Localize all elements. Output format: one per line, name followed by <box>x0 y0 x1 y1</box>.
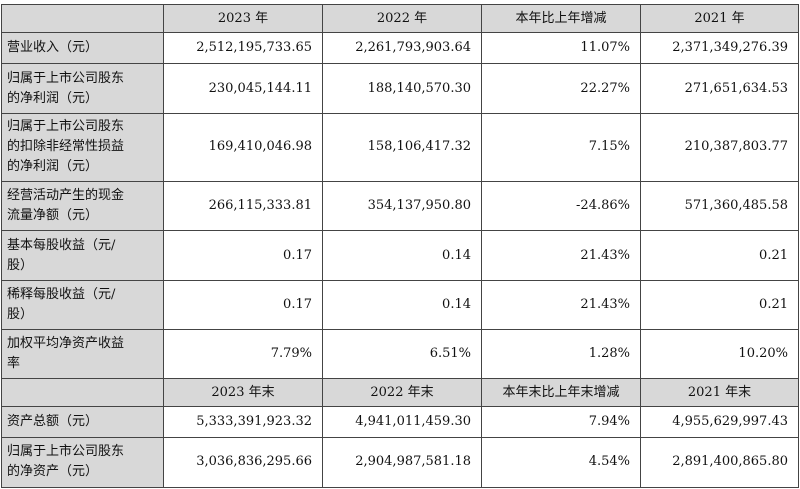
cell-change: 4.54% <box>481 436 641 489</box>
cell-2022: 4,941,011,459.30 <box>322 406 482 438</box>
cell-2023: 3,036,836,295.66 <box>163 436 323 489</box>
cell-2021: 271,651,634.53 <box>640 63 799 114</box>
cell-change: 1.28% <box>481 328 641 380</box>
cell-2022: 0.14 <box>322 279 482 330</box>
cell-2022: 158,106,417.32 <box>322 112 482 183</box>
cell-2021: 2,891,400,865.80 <box>640 436 799 489</box>
header-change: 本年比上年增减 <box>481 3 641 34</box>
cell-2023: 2,512,195,733.65 <box>163 32 323 65</box>
table-row: 经营活动产生的现金 流量净额（元） 266,115,333.81 354,137,… <box>1 181 799 232</box>
row-label: 资产总额（元） <box>1 406 164 438</box>
cell-2023: 266,115,333.81 <box>163 181 323 232</box>
header-row-annual: 2023 年 2022 年 本年比上年增减 2021 年 <box>1 3 799 34</box>
row-label: 归属于上市公司股东 的扣除非经常性损益 的净利润（元） <box>1 112 164 183</box>
cell-2022: 6.51% <box>322 328 482 380</box>
cell-2021: 2,371,349,276.39 <box>640 32 799 65</box>
header-corner <box>1 3 164 34</box>
row-label: 经营活动产生的现金 流量净额（元） <box>1 181 164 232</box>
header-2023-end: 2023 年末 <box>163 378 323 408</box>
table-row: 归属于上市公司股东 的净利润（元） 230,045,144.11 188,140,… <box>1 63 799 114</box>
cell-2022: 188,140,570.30 <box>322 63 482 114</box>
cell-2022: 2,261,793,903.64 <box>322 32 482 65</box>
cell-2023: 7.79% <box>163 328 323 380</box>
header-2022-end: 2022 年末 <box>322 378 482 408</box>
header-2023: 2023 年 <box>163 3 323 34</box>
table-row: 稀释每股收益（元/股） 0.17 0.14 21.43% 0.21 <box>1 279 799 330</box>
cell-change: 7.94% <box>481 406 641 438</box>
cell-2022: 354,137,950.80 <box>322 181 482 232</box>
header-2021-end: 2021 年末 <box>640 378 799 408</box>
cell-change: 22.27% <box>481 63 641 114</box>
cell-2023: 0.17 <box>163 279 323 330</box>
cell-change: 21.43% <box>481 279 641 330</box>
header-corner <box>1 378 164 408</box>
financial-table: 2023 年 2022 年 本年比上年增减 2021 年 营业收入（元） 2,5… <box>1 3 799 489</box>
table-row: 归属于上市公司股东 的净资产（元） 3,036,836,295.66 2,904,… <box>1 436 799 489</box>
cell-2023: 230,045,144.11 <box>163 63 323 114</box>
header-change-end: 本年末比上年末增减 <box>481 378 641 408</box>
header-row-year-end: 2023 年末 2022 年末 本年末比上年末增减 2021 年末 <box>1 378 799 408</box>
header-2021: 2021 年 <box>640 3 799 34</box>
cell-change: 11.07% <box>481 32 641 65</box>
table-row: 基本每股收益（元/股） 0.17 0.14 21.43% 0.21 <box>1 230 799 281</box>
cell-change: 21.43% <box>481 230 641 281</box>
cell-2021: 4,955,629,997.43 <box>640 406 799 438</box>
cell-2022: 0.14 <box>322 230 482 281</box>
cell-2021: 571,360,485.58 <box>640 181 799 232</box>
row-label: 归属于上市公司股东 的净资产（元） <box>1 436 164 489</box>
cell-2023: 5,333,391,923.32 <box>163 406 323 438</box>
table-row: 资产总额（元） 5,333,391,923.32 4,941,011,459.3… <box>1 406 799 438</box>
table-row: 营业收入（元） 2,512,195,733.65 2,261,793,903.6… <box>1 32 799 65</box>
row-label: 基本每股收益（元/股） <box>1 230 164 281</box>
table-row: 归属于上市公司股东 的扣除非经常性损益 的净利润（元） 169,410,046.98… <box>1 112 799 183</box>
cell-change: 7.15% <box>481 112 641 183</box>
table-row: 加权平均净资产收益率 7.79% 6.51% 1.28% 10.20% <box>1 328 799 380</box>
cell-2021: 10.20% <box>640 328 799 380</box>
header-2022: 2022 年 <box>322 3 482 34</box>
row-label: 归属于上市公司股东 的净利润（元） <box>1 63 164 114</box>
cell-change: -24.86% <box>481 181 641 232</box>
cell-2021: 210,387,803.77 <box>640 112 799 183</box>
cell-2022: 2,904,987,581.18 <box>322 436 482 489</box>
cell-2021: 0.21 <box>640 230 799 281</box>
row-label: 加权平均净资产收益率 <box>1 328 164 380</box>
cell-2023: 169,410,046.98 <box>163 112 323 183</box>
cell-2023: 0.17 <box>163 230 323 281</box>
row-label: 营业收入（元） <box>1 32 164 65</box>
row-label: 稀释每股收益（元/股） <box>1 279 164 330</box>
cell-2021: 0.21 <box>640 279 799 330</box>
